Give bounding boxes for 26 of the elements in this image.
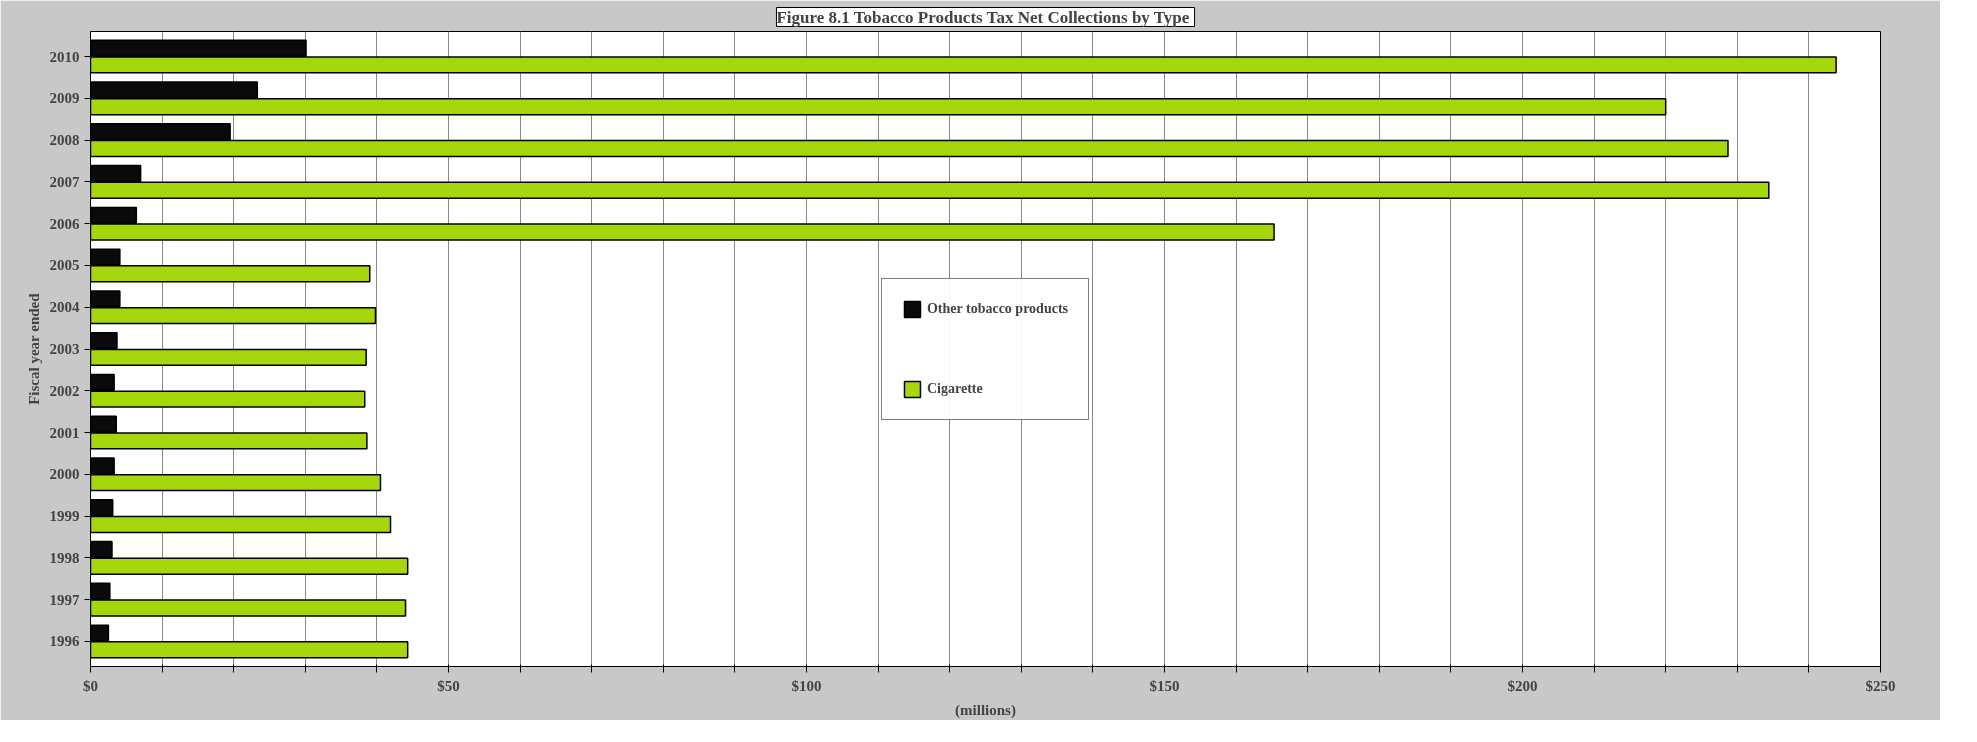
x-tick-label: $50: [437, 677, 460, 694]
y-tick-label: 2005: [49, 257, 80, 274]
y-tick-label: 2003: [49, 341, 80, 357]
y-tick-label: 2007: [49, 173, 80, 190]
y-tick-label: 2004: [49, 299, 80, 316]
y-tick-label: 2008: [49, 132, 80, 149]
y-tick-label: 1998: [49, 549, 80, 566]
legend-label: Cigarette: [926, 380, 983, 397]
y-tick-label: 2002: [49, 382, 80, 399]
chart-title: Figure 8.1 Tobacco Products Tax Net Collections by Type: [776, 7, 1190, 27]
y-tick-label: 1997: [49, 591, 80, 608]
x-tick-label: $150: [1149, 677, 1180, 694]
x-axis-title: (millions): [955, 701, 1016, 719]
legend-label: Other tobacco products: [926, 300, 1069, 317]
x-tick-label: $250: [1865, 677, 1896, 694]
x-tick-label: $0: [83, 677, 98, 694]
x-tick-label: $100: [791, 677, 822, 694]
y-tick-label: 1996: [49, 633, 80, 650]
y-tick-label: 2009: [49, 90, 80, 107]
y-tick-label: 1999: [49, 508, 80, 525]
y-axis-title: Fiscal year ended: [25, 292, 42, 405]
y-tick-label: 2006: [49, 215, 80, 232]
y-tick-label: 2001: [49, 424, 80, 441]
y-tick-label: 2010: [49, 48, 80, 65]
y-tick-label: 2000: [49, 466, 80, 483]
x-tick-label: $200: [1507, 677, 1538, 694]
